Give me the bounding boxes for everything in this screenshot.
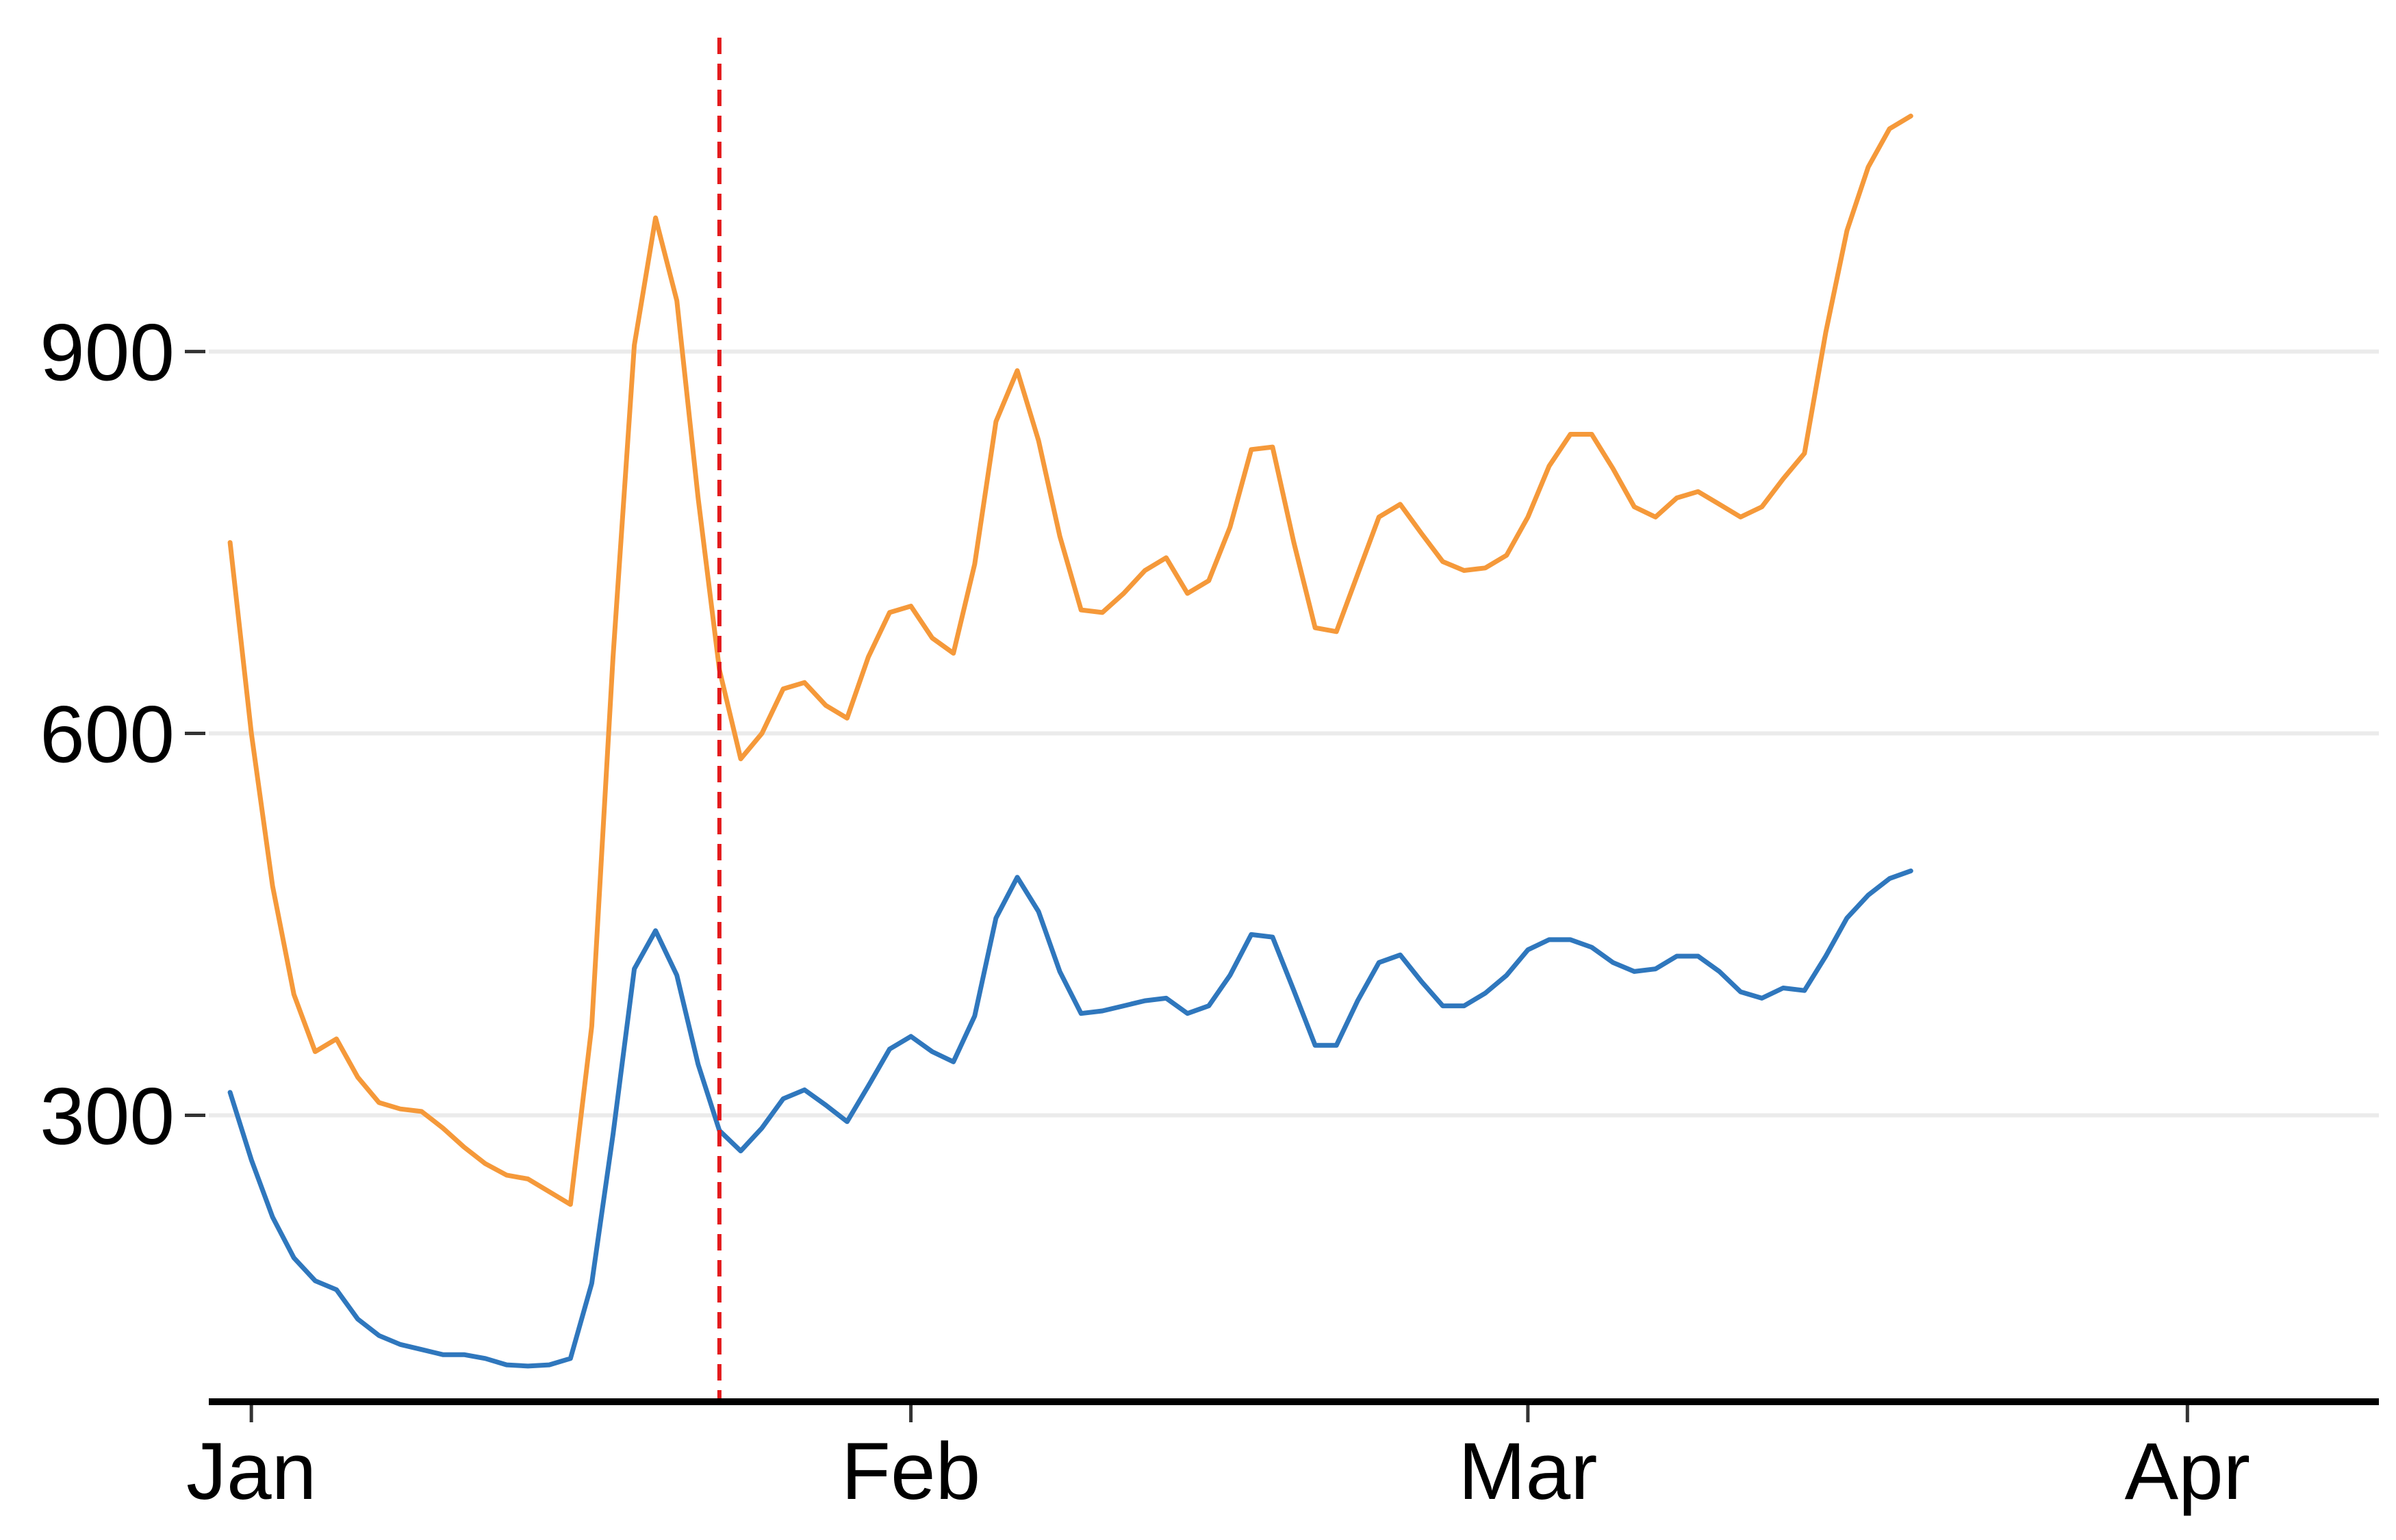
x-tick-label: Jan xyxy=(186,1426,316,1517)
axes: 300 600 900 Jan Feb Mar Apr xyxy=(40,308,2379,1517)
y-tick-label: 300 xyxy=(40,1072,175,1162)
x-tick-label: Mar xyxy=(1458,1426,1597,1517)
gridlines xyxy=(209,349,2379,1118)
series-layer xyxy=(227,114,1913,1369)
y-tick-label: 600 xyxy=(40,690,175,780)
x-tick-label: Feb xyxy=(841,1426,980,1517)
x-tick-label: Apr xyxy=(2124,1426,2250,1517)
series-line-1 xyxy=(227,114,1913,1207)
series-line-2 xyxy=(227,868,1913,1369)
y-tick-label: 900 xyxy=(40,308,175,398)
